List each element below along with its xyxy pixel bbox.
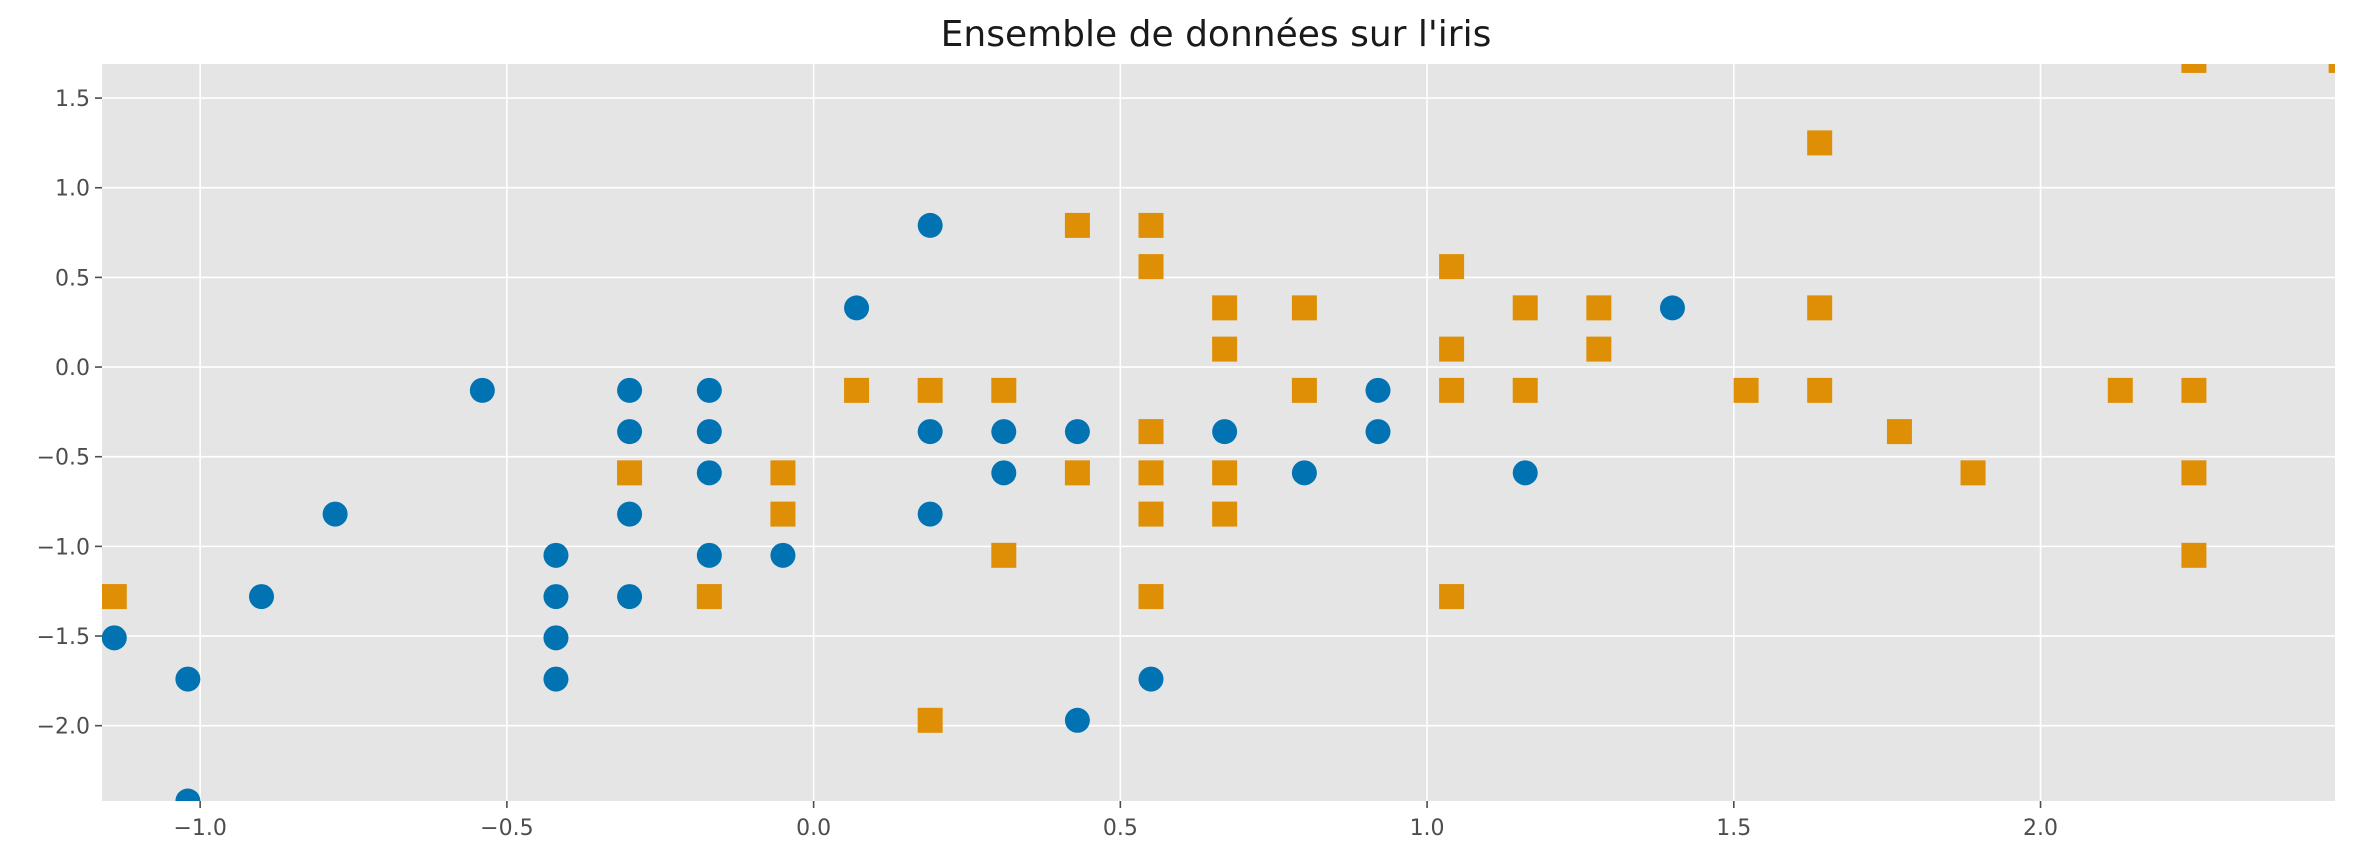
square-point [917,377,943,403]
circle-point [543,584,569,610]
square-point [991,377,1017,403]
square-point [102,584,127,610]
square-point [1291,377,1317,403]
x-tick-label: −0.5 [480,816,533,841]
y-tick-label: 1.0 [55,177,90,202]
y-axis-ticks: −2.0 −1.5 −1.0 −0.5 0.0 0.5 1.0 1.5 [37,87,102,740]
circle-point [1659,295,1685,321]
circle-point [469,377,495,403]
square-point [1439,377,1465,403]
square-point [1586,336,1612,362]
square-point [617,460,643,486]
y-tick-label: −2.0 [37,715,90,740]
square-point [1512,377,1538,403]
square-point [2181,460,2207,486]
circle-point [1512,460,1538,486]
square-point [1138,419,1164,445]
square-point [2181,377,2207,403]
y-tick-label: −1.0 [37,535,90,560]
circle-point [696,377,722,403]
circle-point [696,419,722,445]
circle-point [1365,377,1391,403]
circle-point [917,501,943,527]
square-point [1886,419,1912,445]
square-point [1212,295,1238,321]
circle-point [543,542,569,568]
square-point [1138,584,1164,610]
circle-point [175,788,201,801]
square-point [844,377,870,403]
square-point [1439,336,1465,362]
circle-point [175,666,201,692]
y-tick-label: 0.0 [55,356,90,381]
x-tick-label: 1.0 [1410,816,1445,841]
square-point [2107,377,2133,403]
square-point [1439,254,1465,280]
y-tick-label: 0.5 [55,266,90,291]
data-points [102,64,2335,801]
square-point [1212,336,1238,362]
square-point [1960,460,1986,486]
square-point [1807,130,1833,156]
square-point [991,542,1017,568]
square-point [1512,295,1538,321]
square-point [1138,212,1164,238]
circle-point [1064,419,1090,445]
circle-point [1064,707,1090,733]
circle-point [917,212,943,238]
square-point [696,584,722,610]
square-point [2181,542,2207,568]
chart-title: Ensemble de données sur l'iris [941,14,1492,55]
circle-point [1212,419,1238,445]
circle-point [844,295,870,321]
square-point [770,460,796,486]
circle-point [617,584,643,610]
circle-point [1291,460,1317,486]
square-point [1212,460,1238,486]
square-point [2181,64,2207,73]
circle-point [102,625,127,651]
circle-point [617,419,643,445]
square-point [1138,460,1164,486]
x-tick-label: 1.5 [1716,816,1751,841]
y-tick-label: 1.5 [55,87,90,112]
circle-point [617,501,643,527]
circle-point [696,460,722,486]
square-point [1064,212,1090,238]
circle-point [696,542,722,568]
x-tick-label: −1.0 [173,816,226,841]
square-point [1138,501,1164,527]
y-tick-label: −1.5 [37,625,90,650]
x-tick-label: 0.5 [1103,816,1138,841]
y-tick-label: −0.5 [37,446,90,471]
square-point [1212,501,1238,527]
square-point [1733,377,1759,403]
grid-lines [102,64,2335,801]
x-axis-ticks: −1.0 −0.5 0.0 0.5 1.0 1.5 2.0 [173,801,2058,841]
square-point [1439,584,1465,610]
circle-point [770,542,796,568]
square-point [1138,254,1164,280]
square-point [1586,295,1612,321]
square-point [1064,460,1090,486]
circle-point [249,584,274,610]
circle-point [1365,419,1391,445]
x-tick-label: 2.0 [2023,816,2058,841]
x-tick-label: 0.0 [796,816,831,841]
circle-point [617,377,643,403]
square-point [2328,64,2335,73]
circle-point [1138,666,1164,692]
square-point [917,707,943,733]
circle-point [991,460,1017,486]
circle-point [917,419,943,445]
square-point [1807,377,1833,403]
square-point [770,501,796,527]
square-point [1291,295,1317,321]
circle-point [543,625,569,651]
circle-point [322,501,348,527]
circle-point [543,666,569,692]
square-point [1807,295,1833,321]
circle-point [991,419,1017,445]
